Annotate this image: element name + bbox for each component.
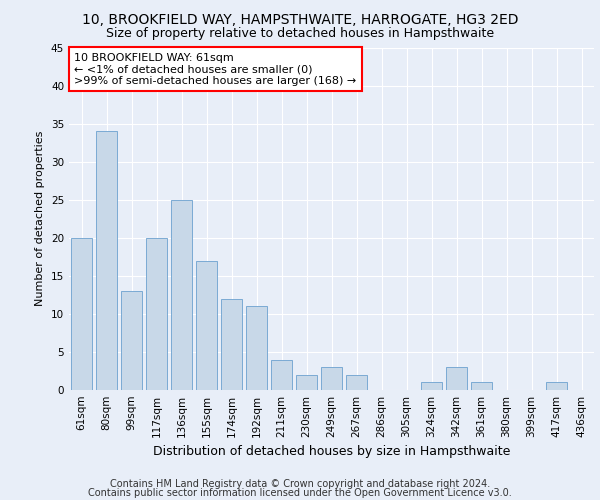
Bar <box>471 382 492 390</box>
Bar <box>221 298 242 390</box>
Bar <box>346 375 367 390</box>
Bar <box>146 238 167 390</box>
Bar <box>96 131 117 390</box>
Bar <box>71 238 92 390</box>
Bar <box>296 375 317 390</box>
Bar <box>446 367 467 390</box>
Bar <box>171 200 192 390</box>
Y-axis label: Number of detached properties: Number of detached properties <box>35 131 46 306</box>
Bar <box>246 306 267 390</box>
Bar <box>546 382 567 390</box>
Text: Size of property relative to detached houses in Hampsthwaite: Size of property relative to detached ho… <box>106 28 494 40</box>
Bar <box>196 260 217 390</box>
Bar <box>121 291 142 390</box>
Bar <box>271 360 292 390</box>
X-axis label: Distribution of detached houses by size in Hampsthwaite: Distribution of detached houses by size … <box>153 446 510 458</box>
Text: 10 BROOKFIELD WAY: 61sqm
← <1% of detached houses are smaller (0)
>99% of semi-d: 10 BROOKFIELD WAY: 61sqm ← <1% of detach… <box>74 52 356 86</box>
Text: Contains HM Land Registry data © Crown copyright and database right 2024.: Contains HM Land Registry data © Crown c… <box>110 479 490 489</box>
Text: Contains public sector information licensed under the Open Government Licence v3: Contains public sector information licen… <box>88 488 512 498</box>
Bar <box>421 382 442 390</box>
Text: 10, BROOKFIELD WAY, HAMPSTHWAITE, HARROGATE, HG3 2ED: 10, BROOKFIELD WAY, HAMPSTHWAITE, HARROG… <box>82 12 518 26</box>
Bar <box>321 367 342 390</box>
